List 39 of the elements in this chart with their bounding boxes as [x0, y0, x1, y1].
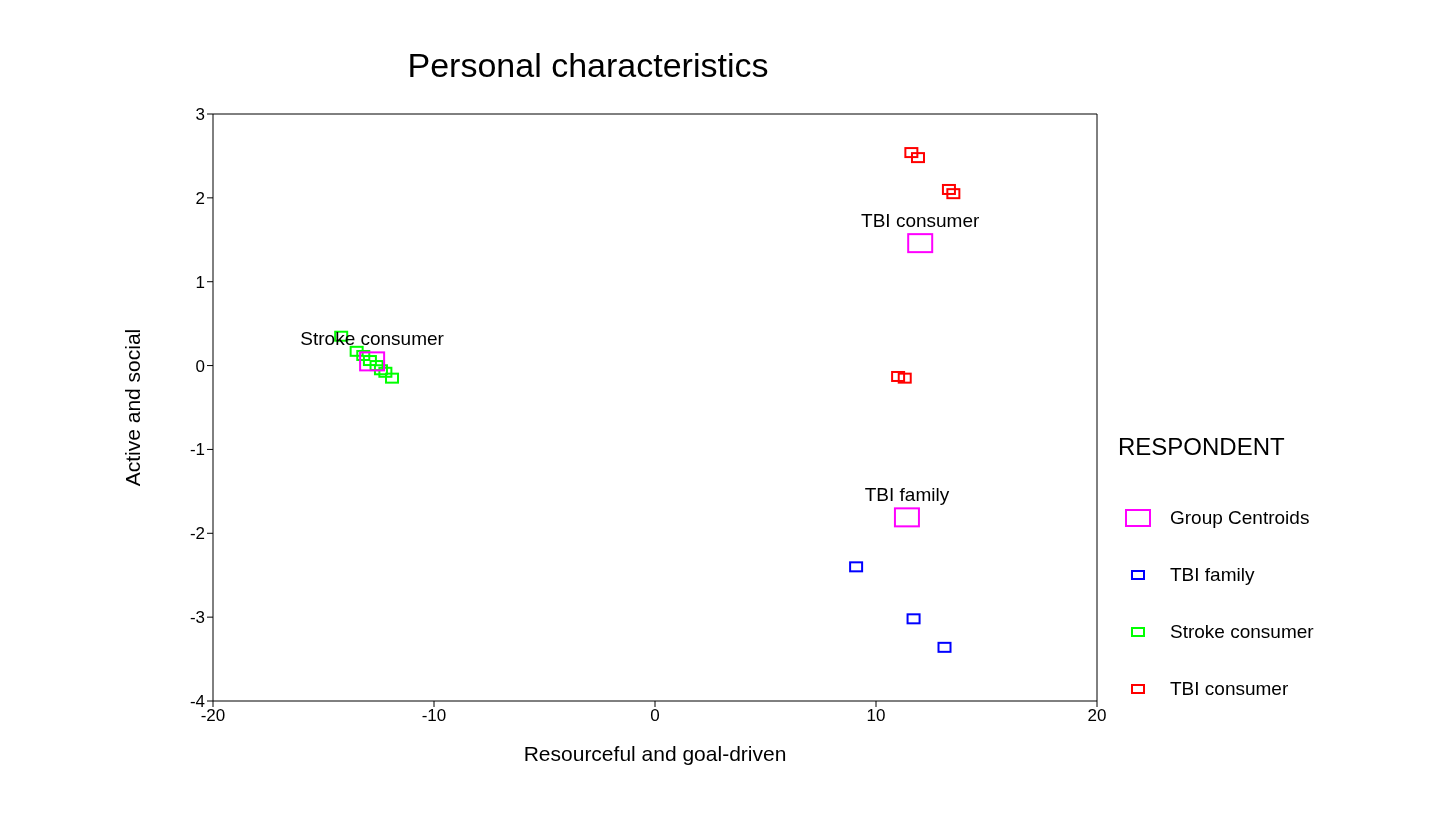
legend-label: TBI consumer	[1170, 677, 1289, 700]
point	[893, 507, 920, 528]
y-tick-label: -3	[189, 608, 205, 628]
point	[907, 233, 934, 254]
point	[906, 613, 921, 625]
point	[356, 350, 371, 362]
point	[941, 183, 956, 195]
point	[359, 351, 386, 372]
y-tick-label: -1	[189, 440, 205, 460]
point	[910, 152, 925, 164]
x-tick-label: 0	[650, 706, 660, 726]
chart-title: Personal characteristics	[406, 46, 770, 85]
point	[373, 364, 388, 376]
point	[385, 372, 400, 384]
point	[349, 345, 364, 357]
y-tick-label: -2	[189, 524, 205, 544]
x-tick-label: -10	[421, 706, 447, 726]
annotation: Stroke consumer	[300, 328, 445, 350]
legend-label: Group Centroids	[1170, 506, 1310, 529]
x-tick-label: 10	[866, 706, 886, 726]
y-tick-label: 0	[195, 356, 205, 376]
x-axis-title: Resourceful and goal-driven	[523, 742, 787, 765]
point	[891, 370, 906, 382]
annotation: TBI family	[864, 484, 950, 506]
point	[946, 188, 961, 200]
legend-label: Stroke consumer	[1170, 620, 1314, 643]
x-tick-label: 20	[1087, 706, 1107, 726]
point	[937, 641, 952, 653]
legend-label: TBI family	[1170, 563, 1255, 586]
y-axis-title: Active and social	[121, 328, 145, 487]
y-tick-label: 3	[195, 105, 205, 125]
legend-title: RESPONDENT	[1118, 433, 1286, 461]
y-tick-label: 2	[195, 188, 205, 208]
point	[378, 366, 393, 378]
y-tick-label: 1	[195, 272, 205, 292]
annotation: TBI consumer	[861, 210, 980, 232]
point	[904, 147, 919, 159]
point	[897, 372, 912, 384]
point	[849, 561, 864, 573]
